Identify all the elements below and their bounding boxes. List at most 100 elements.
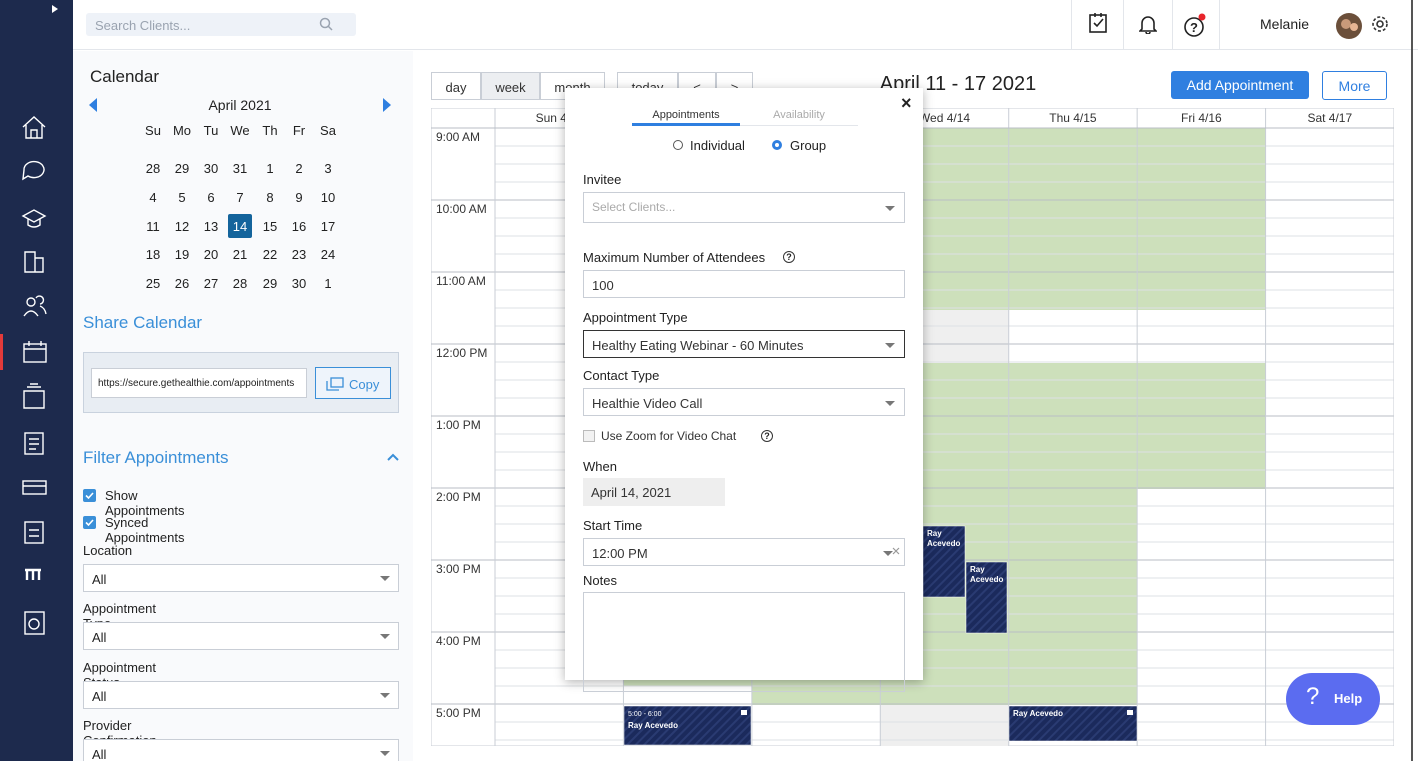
- contact-value: Healthie Video Call: [592, 396, 703, 411]
- day-cell[interactable]: 4: [149, 189, 157, 205]
- day-cell[interactable]: 30: [291, 276, 307, 292]
- add-appointment-button[interactable]: Add Appointment: [1171, 71, 1309, 99]
- copy-button[interactable]: Copy: [315, 367, 391, 399]
- active-marker: [0, 334, 3, 370]
- info-icon[interactable]: ?: [761, 430, 773, 442]
- checkbox[interactable]: [83, 516, 96, 529]
- event-name: Ray Acevedo: [628, 721, 678, 730]
- day-cell[interactable]: 15: [262, 218, 278, 234]
- zoom-checkbox[interactable]: [583, 430, 595, 442]
- share-url[interactable]: https://secure.gethealthie.com/appointme…: [91, 368, 307, 398]
- info-icon[interactable]: ?: [783, 251, 795, 263]
- month-label: April 2021: [208, 97, 272, 113]
- day-cell[interactable]: 16: [291, 218, 307, 234]
- copy-label: Copy: [349, 377, 380, 392]
- day-cell[interactable]: 28: [232, 276, 248, 292]
- day-cell[interactable]: 5: [178, 189, 186, 205]
- day-cell[interactable]: 17: [320, 218, 336, 234]
- avatar[interactable]: [1335, 12, 1363, 40]
- day-header: Sat 4/17: [1307, 111, 1352, 125]
- day-cell[interactable]: 7: [236, 189, 244, 205]
- clear-icon[interactable]: [892, 547, 900, 555]
- day-cell[interactable]: 22: [262, 247, 278, 263]
- day-cell[interactable]: 14: [228, 213, 252, 238]
- day-cell[interactable]: 30: [203, 161, 219, 176]
- day-cell[interactable]: 29: [262, 276, 278, 292]
- day-cell[interactable]: 25: [145, 276, 161, 292]
- contact-select[interactable]: Healthie Video Call: [583, 388, 905, 416]
- day-cell[interactable]: 31: [232, 161, 248, 176]
- expand-icon[interactable]: [52, 5, 58, 13]
- collapse-icon[interactable]: [387, 453, 399, 461]
- clipboard-icon[interactable]: [24, 432, 44, 455]
- tab-availability[interactable]: Availability: [773, 109, 825, 121]
- max-input[interactable]: 100: [583, 270, 905, 298]
- day-cell[interactable]: 18: [145, 247, 161, 263]
- day-cell[interactable]: 12: [174, 218, 190, 234]
- radio-individual[interactable]: [673, 140, 683, 150]
- day-cell[interactable]: 20: [203, 247, 219, 263]
- tab-appointments[interactable]: Appointments: [652, 109, 720, 121]
- day-cell[interactable]: 6: [207, 189, 215, 205]
- view-button[interactable]: day: [431, 72, 481, 100]
- docs-icon[interactable]: [23, 383, 45, 409]
- day-cell[interactable]: 1: [266, 161, 274, 176]
- clients-icon[interactable]: [26, 297, 36, 307]
- help-icon[interactable]: ?: [1182, 12, 1208, 38]
- day-cell[interactable]: 9: [295, 189, 303, 205]
- help-button[interactable]: ? Help: [1286, 673, 1380, 725]
- notes-textarea[interactable]: [583, 592, 905, 692]
- day-cell[interactable]: 21: [232, 247, 248, 263]
- settings-icon[interactable]: [1371, 15, 1389, 33]
- day-cell[interactable]: 8: [266, 189, 274, 205]
- weekday-label: Th: [262, 123, 278, 138]
- day-cell[interactable]: 19: [174, 247, 190, 263]
- invitee-placeholder: Select Clients...: [592, 200, 676, 214]
- next-month[interactable]: [383, 98, 393, 112]
- day-cell[interactable]: 27: [203, 276, 219, 292]
- reports-icon[interactable]: [24, 521, 44, 544]
- when-value[interactable]: April 14, 2021: [583, 478, 725, 506]
- home-icon[interactable]: [22, 116, 46, 139]
- day-cell[interactable]: 10: [320, 189, 336, 205]
- availability-block: [1137, 128, 1266, 310]
- invitee-select[interactable]: Select Clients...: [583, 192, 905, 223]
- type-select[interactable]: Healthy Eating Webinar - 60 Minutes: [583, 330, 905, 358]
- check-mark: [85, 492, 94, 500]
- day-cell[interactable]: 28: [145, 161, 161, 176]
- chat-icon[interactable]: [22, 160, 45, 181]
- prev-month[interactable]: [89, 98, 99, 112]
- day-cell[interactable]: 29: [174, 161, 190, 176]
- filter-select[interactable]: All: [83, 680, 399, 709]
- user-name[interactable]: Melanie: [1260, 16, 1310, 32]
- day-header: Wed 4/14: [919, 111, 970, 125]
- search-input[interactable]: Search Clients...: [86, 13, 356, 36]
- filter-select[interactable]: All: [83, 564, 399, 592]
- billing-icon[interactable]: [22, 480, 47, 495]
- radio-group[interactable]: [772, 140, 782, 150]
- more-button[interactable]: More: [1322, 71, 1387, 100]
- day-cell[interactable]: 24: [320, 247, 336, 263]
- day-cell[interactable]: 2: [295, 161, 303, 176]
- tasks-icon[interactable]: [1088, 12, 1108, 34]
- filter-select[interactable]: All: [83, 622, 399, 651]
- notifications-icon[interactable]: [1139, 14, 1157, 34]
- day-cell[interactable]: 3: [324, 161, 332, 176]
- calendar-icon[interactable]: [23, 343, 47, 363]
- filter-select[interactable]: All: [83, 738, 399, 761]
- view-button[interactable]: week: [481, 72, 540, 100]
- day-cell[interactable]: 26: [174, 276, 190, 292]
- analytics-icon[interactable]: [24, 611, 45, 635]
- checkbox[interactable]: [83, 489, 96, 502]
- start-select[interactable]: 12:00 PM: [583, 538, 905, 566]
- labs-icon[interactable]: [25, 568, 41, 580]
- day-cell[interactable]: 1: [324, 276, 332, 292]
- day-cell[interactable]: 23: [291, 247, 307, 263]
- video-icon: [1127, 710, 1133, 715]
- day-cell[interactable]: 11: [146, 218, 160, 234]
- close-button[interactable]: ×: [901, 93, 912, 113]
- day-cell[interactable]: 13: [203, 218, 219, 234]
- education-icon[interactable]: [21, 209, 47, 228]
- building-icon[interactable]: [24, 251, 44, 273]
